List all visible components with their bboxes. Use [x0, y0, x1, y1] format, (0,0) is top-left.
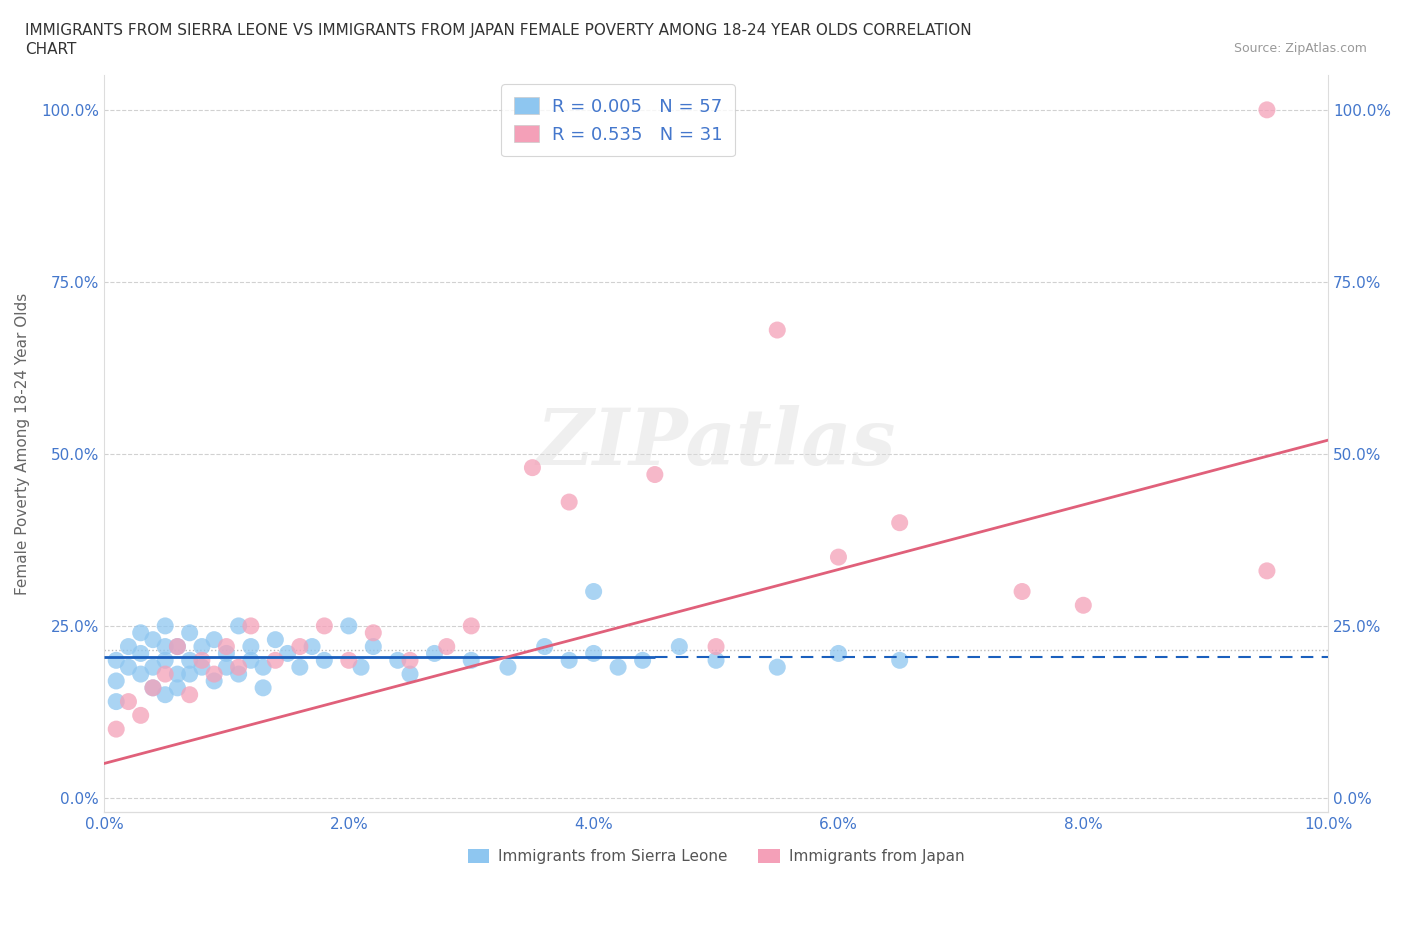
Point	[153, 687, 176, 702]
Point	[129, 667, 152, 682]
Point	[607, 659, 630, 674]
Point	[129, 625, 152, 640]
Point	[228, 659, 250, 674]
Point	[460, 618, 482, 633]
Point	[423, 646, 446, 661]
Point	[179, 667, 201, 682]
Point	[202, 667, 225, 682]
Point	[117, 694, 139, 709]
Point	[105, 694, 128, 709]
Point	[179, 625, 201, 640]
Point	[166, 639, 188, 654]
Point	[142, 632, 165, 647]
Point	[301, 639, 323, 654]
Point	[117, 659, 139, 674]
Point	[582, 646, 605, 661]
Point	[522, 460, 544, 475]
Point	[704, 653, 727, 668]
Point	[142, 681, 165, 696]
Text: ZIPatlas: ZIPatlas	[536, 405, 896, 482]
Point	[228, 667, 250, 682]
Point	[252, 659, 274, 674]
Point	[191, 653, 214, 668]
Legend: Immigrants from Sierra Leone, Immigrants from Japan: Immigrants from Sierra Leone, Immigrants…	[461, 843, 970, 870]
Point	[288, 659, 311, 674]
Point	[1071, 598, 1094, 613]
Point	[153, 667, 176, 682]
Point	[105, 653, 128, 668]
Point	[252, 681, 274, 696]
Point	[436, 639, 458, 654]
Point	[827, 646, 849, 661]
Point	[264, 632, 287, 647]
Point	[460, 653, 482, 668]
Point	[129, 646, 152, 661]
Point	[766, 323, 789, 338]
Point	[399, 667, 422, 682]
Point	[142, 681, 165, 696]
Point	[496, 659, 519, 674]
Point	[239, 653, 262, 668]
Point	[361, 625, 384, 640]
Point	[361, 639, 384, 654]
Point	[582, 584, 605, 599]
Point	[277, 646, 299, 661]
Point	[105, 673, 128, 688]
Point	[129, 708, 152, 723]
Point	[644, 467, 666, 482]
Point	[337, 618, 360, 633]
Text: CHART: CHART	[25, 42, 77, 57]
Point	[166, 681, 188, 696]
Point	[239, 618, 262, 633]
Point	[215, 639, 238, 654]
Point	[558, 495, 581, 510]
Point	[288, 639, 311, 654]
Point	[215, 646, 238, 661]
Point	[239, 639, 262, 654]
Point	[117, 639, 139, 654]
Point	[191, 639, 214, 654]
Point	[350, 659, 373, 674]
Point	[533, 639, 555, 654]
Point	[179, 687, 201, 702]
Point	[1011, 584, 1033, 599]
Point	[153, 653, 176, 668]
Point	[314, 618, 336, 633]
Point	[704, 639, 727, 654]
Point	[1256, 564, 1278, 578]
Point	[631, 653, 654, 668]
Point	[153, 639, 176, 654]
Point	[337, 653, 360, 668]
Point	[215, 659, 238, 674]
Point	[264, 653, 287, 668]
Point	[179, 653, 201, 668]
Point	[766, 659, 789, 674]
Point	[202, 632, 225, 647]
Point	[314, 653, 336, 668]
Point	[166, 639, 188, 654]
Point	[105, 722, 128, 737]
Point	[558, 653, 581, 668]
Point	[889, 653, 911, 668]
Point	[827, 550, 849, 565]
Text: Source: ZipAtlas.com: Source: ZipAtlas.com	[1233, 42, 1367, 55]
Point	[889, 515, 911, 530]
Point	[142, 659, 165, 674]
Point	[166, 667, 188, 682]
Point	[387, 653, 409, 668]
Point	[399, 653, 422, 668]
Point	[153, 618, 176, 633]
Point	[1256, 102, 1278, 117]
Point	[668, 639, 690, 654]
Y-axis label: Female Poverty Among 18-24 Year Olds: Female Poverty Among 18-24 Year Olds	[15, 292, 30, 594]
Text: IMMIGRANTS FROM SIERRA LEONE VS IMMIGRANTS FROM JAPAN FEMALE POVERTY AMONG 18-24: IMMIGRANTS FROM SIERRA LEONE VS IMMIGRAN…	[25, 23, 972, 38]
Point	[191, 659, 214, 674]
Point	[228, 618, 250, 633]
Point	[202, 673, 225, 688]
